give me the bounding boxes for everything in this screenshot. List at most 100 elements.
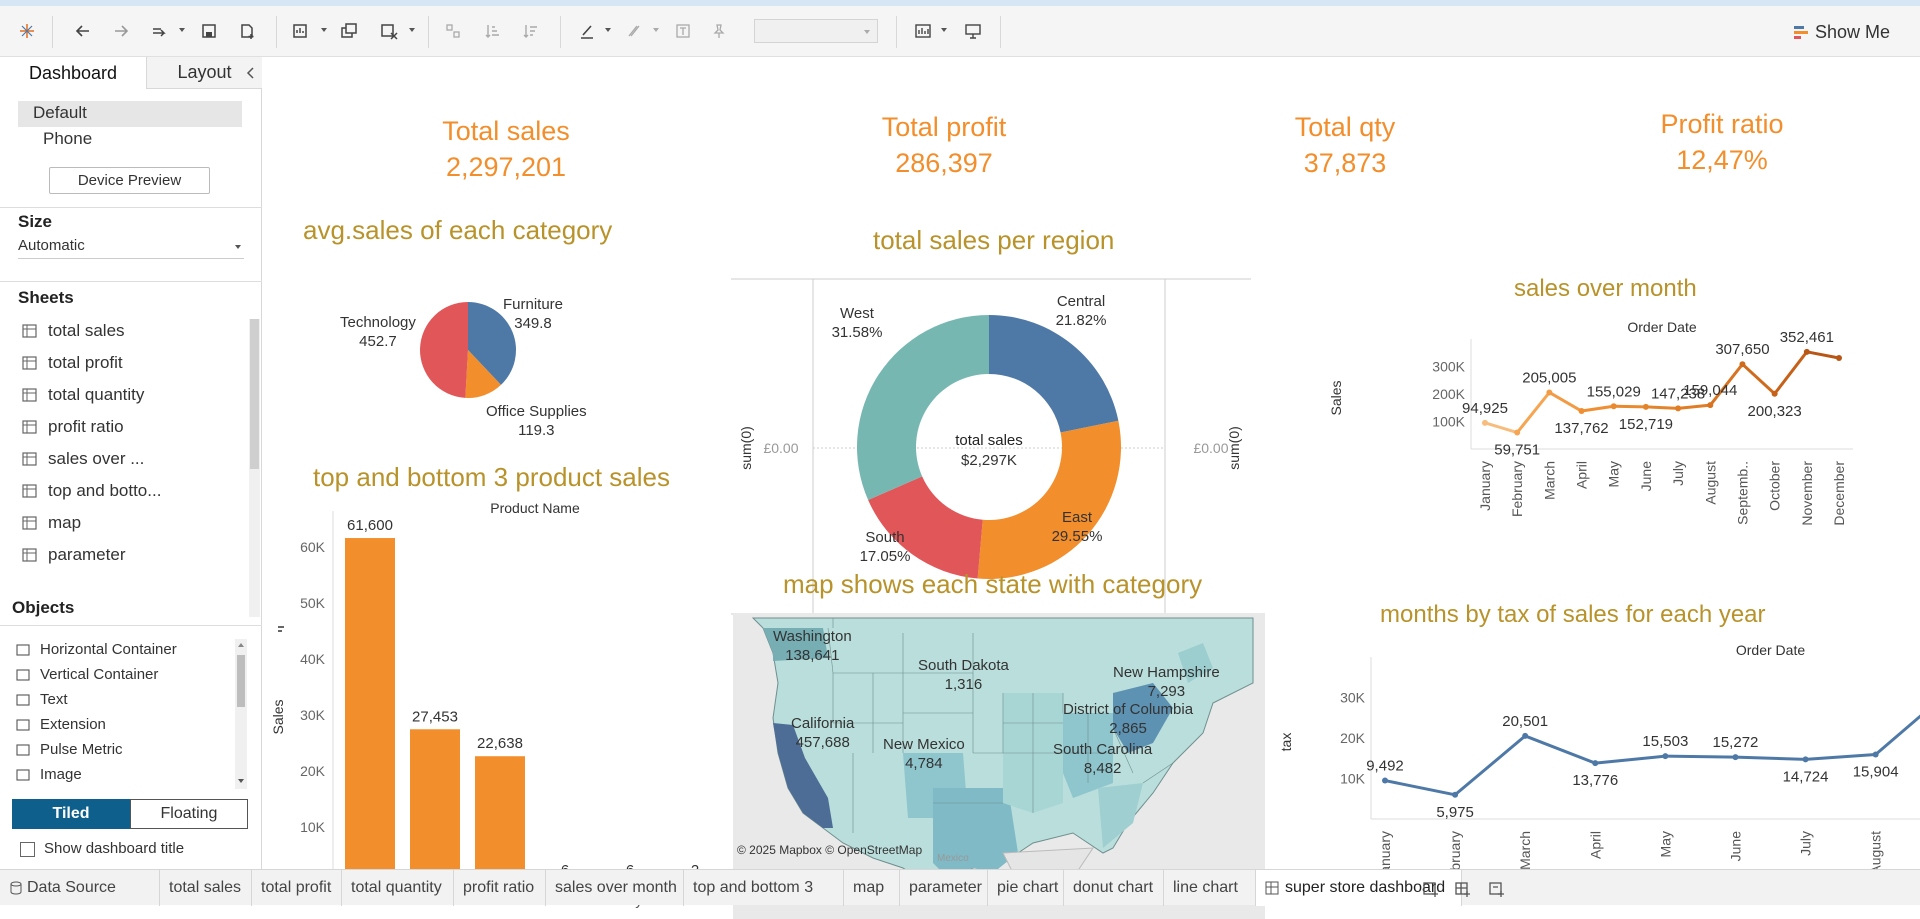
sheets-scrollbar[interactable]: [249, 319, 260, 617]
sheet-tab[interactable]: top and bottom 3: [684, 870, 844, 906]
pin-icon[interactable]: [706, 18, 732, 44]
donut-slice[interactable]: [989, 315, 1118, 433]
floating-toggle[interactable]: Floating: [130, 799, 248, 829]
device-phone[interactable]: Phone: [43, 129, 92, 149]
chevron-down-icon[interactable]: [604, 26, 612, 34]
line-point[interactable]: [1772, 391, 1778, 397]
duplicate-icon[interactable]: [336, 18, 362, 44]
sheet-tab[interactable]: pie chart: [988, 870, 1064, 906]
highlight-icon[interactable]: [574, 18, 600, 44]
object-item[interactable]: Horizontal Container: [16, 641, 177, 658]
line-segment[interactable]: [1385, 781, 1455, 795]
clear-icon[interactable]: [376, 18, 402, 44]
donut-slice[interactable]: [857, 315, 989, 500]
object-item[interactable]: Text: [16, 691, 68, 708]
tab-layout[interactable]: Layout: [146, 57, 262, 89]
line-segment[interactable]: [1806, 755, 1876, 760]
line-segment[interactable]: [1549, 392, 1581, 411]
line-point[interactable]: [1482, 420, 1488, 426]
annotate-icon[interactable]: [620, 18, 646, 44]
line-segment[interactable]: [1485, 423, 1517, 433]
sheet-item[interactable]: total quantity: [22, 385, 144, 405]
chevron-down-icon[interactable]: [178, 26, 186, 34]
sheet-tab[interactable]: Data Source: [0, 870, 160, 906]
line-segment[interactable]: [1735, 757, 1805, 759]
sheet-tab[interactable]: profit ratio: [454, 870, 546, 906]
sheet-item[interactable]: top and botto...: [22, 481, 161, 501]
line-segment[interactable]: [1595, 756, 1665, 763]
line-point[interactable]: [1804, 349, 1810, 355]
line-point[interactable]: [1382, 778, 1388, 784]
line-point[interactable]: [1836, 355, 1842, 361]
line-segment[interactable]: [1807, 352, 1839, 358]
object-item[interactable]: Pulse Metric: [16, 741, 123, 758]
objects-scrollbar[interactable]: [235, 639, 247, 789]
scroll-down-icon[interactable]: [237, 777, 245, 785]
sheet-tab[interactable]: donut chart: [1064, 870, 1164, 906]
line-point[interactable]: [1739, 361, 1745, 367]
line-point[interactable]: [1546, 389, 1552, 395]
tab-dashboard[interactable]: Dashboard: [0, 57, 146, 89]
tableau-logo-icon[interactable]: [14, 18, 40, 44]
collapse-panel-icon[interactable]: [246, 67, 256, 79]
new-story-icon[interactable]: [1488, 880, 1506, 898]
line-point[interactable]: [1675, 405, 1681, 411]
line-point[interactable]: [1803, 756, 1809, 762]
object-item[interactable]: Extension: [16, 716, 106, 733]
line-segment[interactable]: [1582, 406, 1614, 411]
sort-asc-icon[interactable]: [480, 18, 506, 44]
object-item[interactable]: Vertical Container: [16, 666, 158, 683]
sheet-item[interactable]: sales over ...: [22, 449, 144, 469]
line-point[interactable]: [1592, 760, 1598, 766]
sheet-tab[interactable]: total profit: [252, 870, 342, 906]
bar[interactable]: [410, 729, 460, 883]
undo-icon[interactable]: [70, 18, 96, 44]
sheet-tab[interactable]: total quantity: [342, 870, 454, 906]
chevron-down-icon[interactable]: [940, 26, 948, 34]
line-point[interactable]: [1643, 404, 1649, 410]
sheet-item[interactable]: total profit: [22, 353, 123, 373]
bar[interactable]: [345, 538, 395, 883]
new-worksheet-icon[interactable]: [288, 18, 314, 44]
line-point[interactable]: [1514, 430, 1520, 436]
line-point[interactable]: [1452, 792, 1458, 798]
chevron-down-icon[interactable]: [652, 26, 660, 34]
chevron-down-icon[interactable]: [320, 26, 328, 34]
scroll-up-icon[interactable]: [237, 641, 245, 649]
line-segment[interactable]: [1525, 736, 1595, 763]
new-dashboard-icon[interactable]: [1454, 880, 1472, 898]
chevron-down-icon[interactable]: [408, 26, 416, 34]
sheet-item[interactable]: total sales: [22, 321, 125, 341]
line-point[interactable]: [1611, 403, 1617, 409]
line-point[interactable]: [1662, 753, 1668, 759]
sheet-tab[interactable]: total sales: [160, 870, 252, 906]
line-segment[interactable]: [1742, 364, 1774, 394]
line-segment[interactable]: [1517, 392, 1549, 432]
new-datasource-icon[interactable]: [234, 18, 260, 44]
line-segment[interactable]: [1678, 405, 1710, 408]
redo-icon[interactable]: [108, 18, 134, 44]
line-segment[interactable]: [1876, 694, 1920, 754]
sheet-tab[interactable]: map: [844, 870, 900, 906]
sheet-item[interactable]: map: [22, 513, 81, 533]
sort-desc-icon[interactable]: [518, 18, 544, 44]
line-segment[interactable]: [1775, 352, 1807, 394]
sheet-tab[interactable]: parameter: [900, 870, 988, 906]
chart-icon[interactable]: [910, 18, 936, 44]
show-me-button[interactable]: Show Me: [1793, 20, 1890, 44]
line-segment[interactable]: [1646, 407, 1678, 409]
replay-icon[interactable]: [146, 18, 172, 44]
show-title-checkbox[interactable]: [20, 842, 35, 857]
line-point[interactable]: [1732, 754, 1738, 760]
line-point[interactable]: [1522, 733, 1528, 739]
bar-chart[interactable]: Product Name60K50K40K30K20K10K0KSales61,…: [263, 497, 733, 911]
line-point[interactable]: [1707, 402, 1713, 408]
line-segment[interactable]: [1455, 736, 1525, 795]
tiled-toggle[interactable]: Tiled: [12, 799, 130, 829]
save-icon[interactable]: [196, 18, 222, 44]
